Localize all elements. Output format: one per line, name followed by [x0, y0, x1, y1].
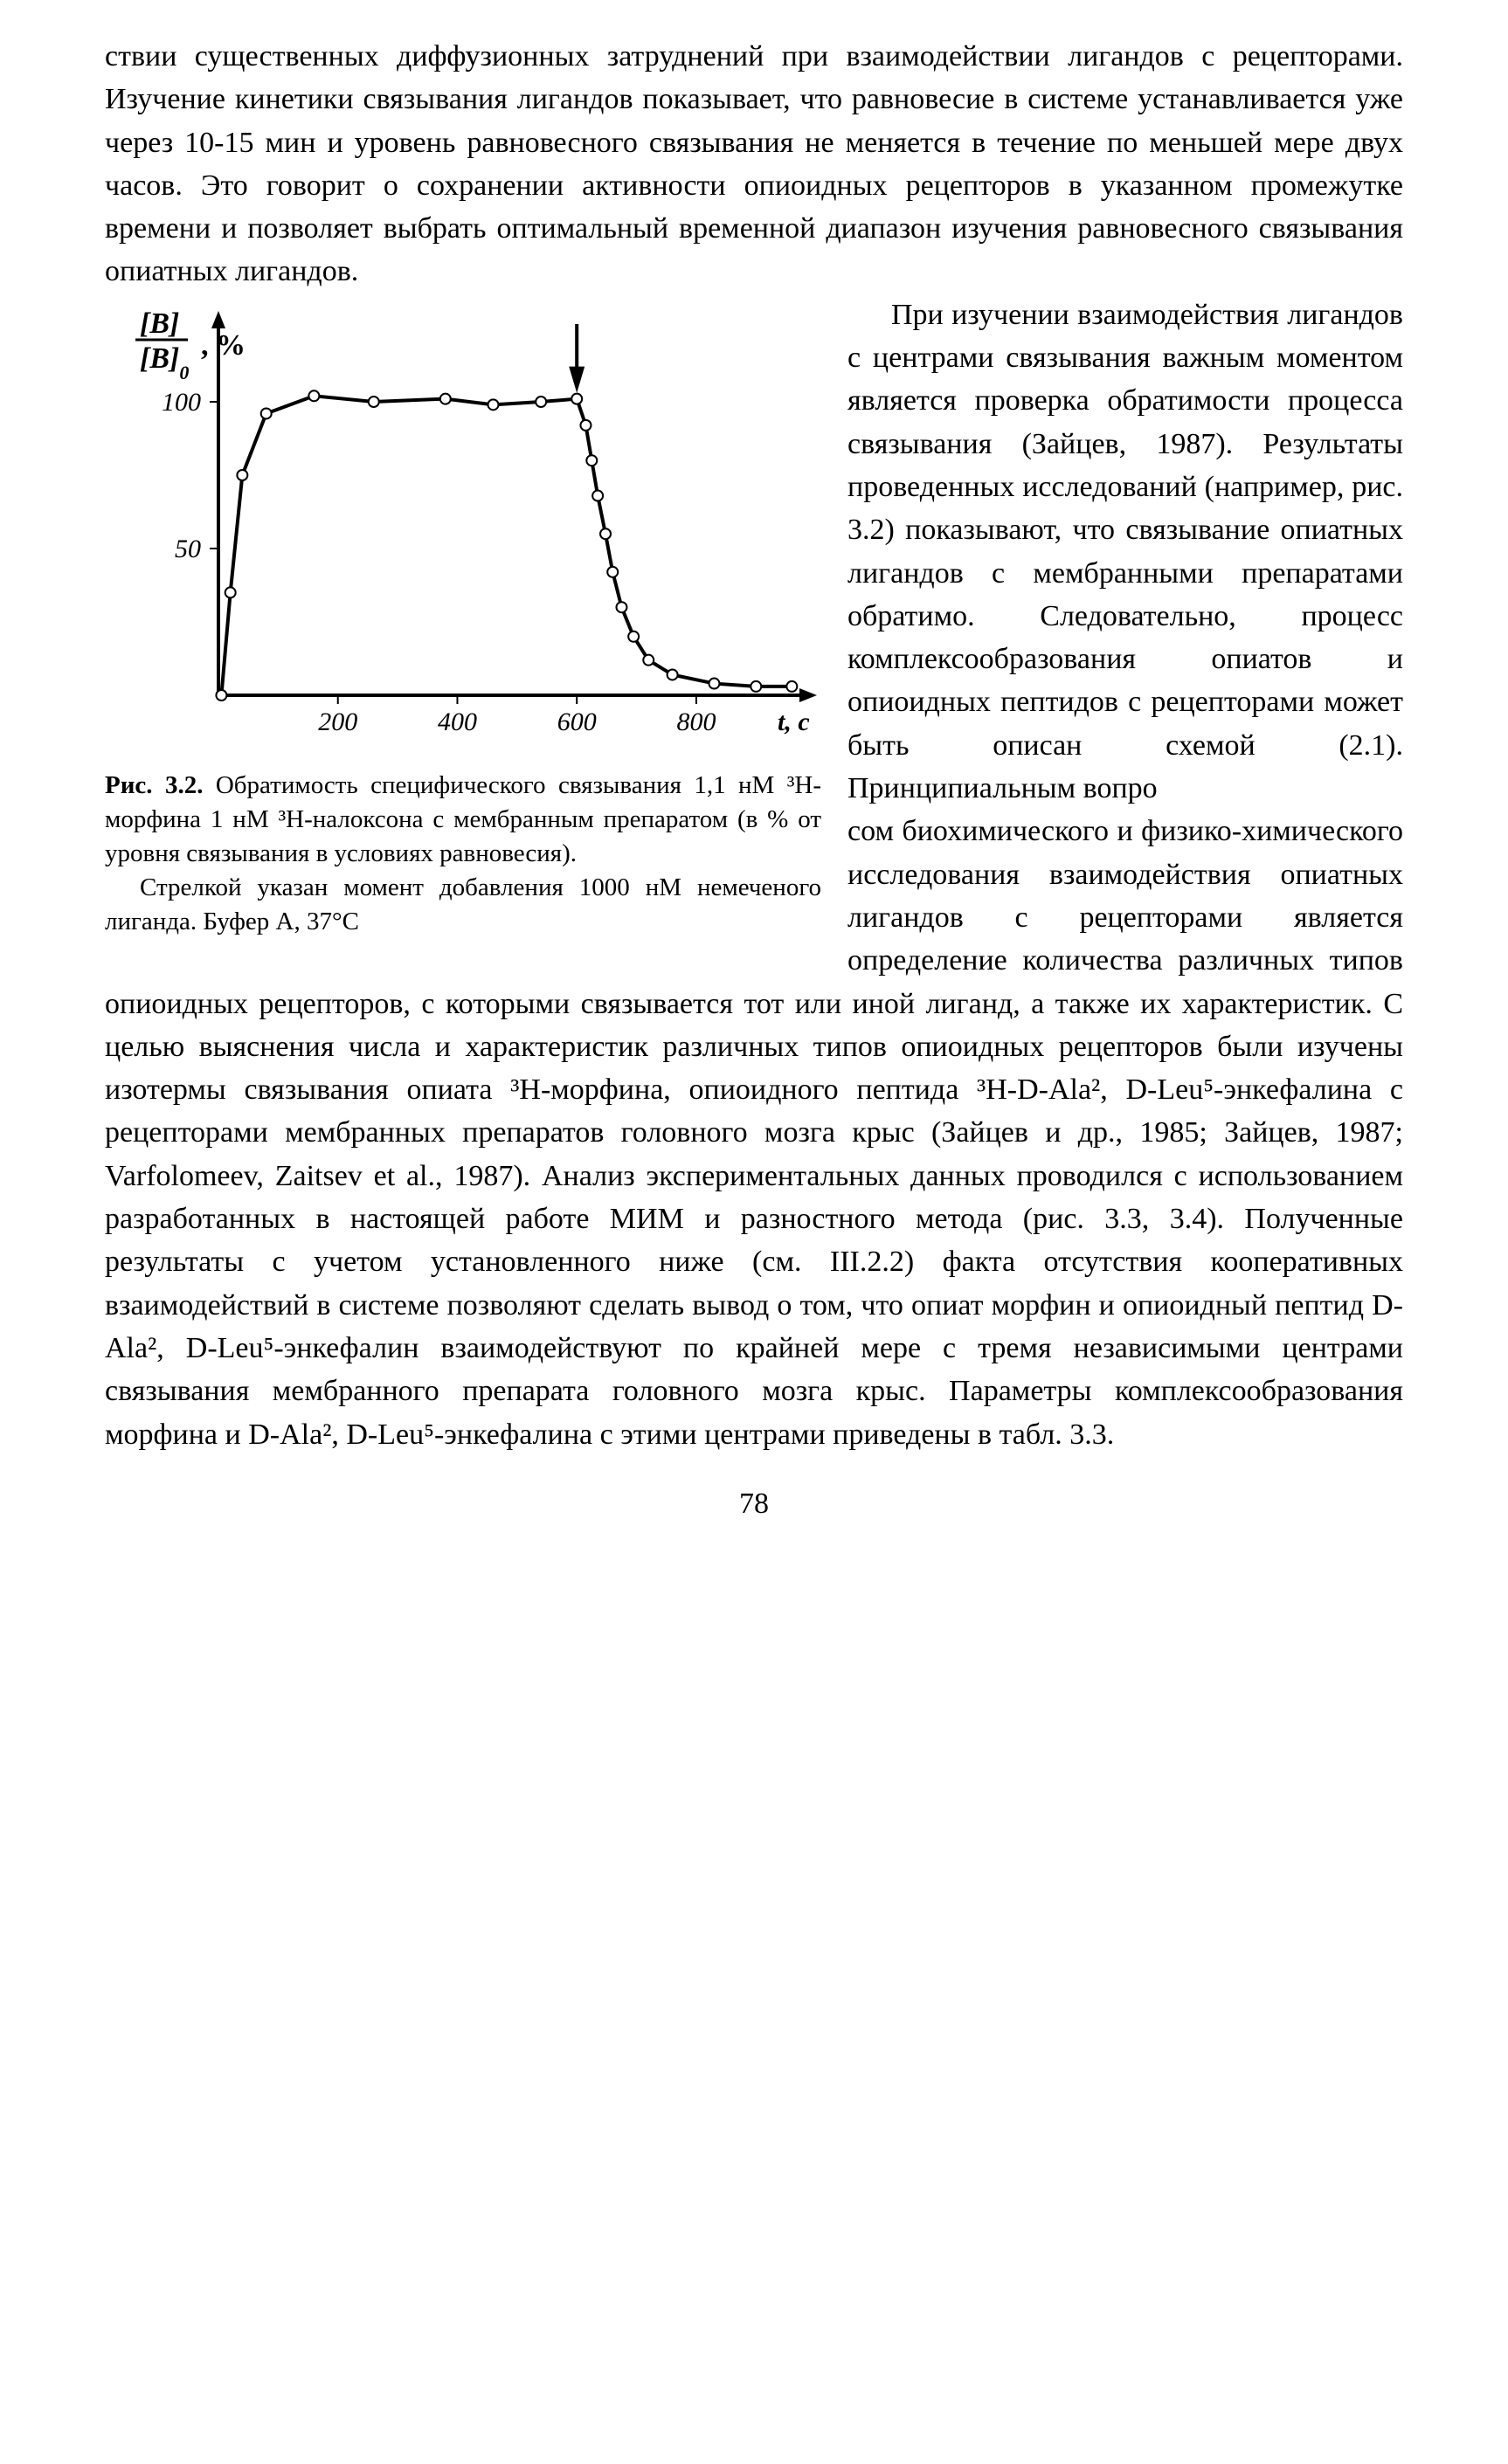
svg-text:200: 200 — [318, 707, 357, 736]
caption-body: Обратимость специфического связывания 1,… — [105, 771, 821, 867]
svg-text:600: 600 — [557, 707, 597, 736]
paragraph-1: ствии существенных диффузионных затрудне… — [105, 35, 1403, 293]
figure-3-2: 200 400 600 800 50 100 [B][B]0 , % t, c Рис. 3.2… — [105, 302, 821, 940]
svg-text:50: 50 — [175, 535, 201, 563]
page: ствии существенных диффузионных затрудне… — [0, 0, 1508, 1577]
svg-text:100: 100 — [162, 388, 201, 417]
svg-text:800: 800 — [676, 707, 716, 736]
svg-text:[B]0: [B]0 — [140, 342, 189, 383]
page-number: 78 — [105, 1482, 1403, 1525]
svg-text:400: 400 — [438, 707, 477, 736]
chart-svg: 200 400 600 800 50 100 [B][B]0 , % t, c — [105, 302, 821, 756]
svg-text:, %: , % — [201, 329, 246, 362]
svg-text:[B]: [B] — [140, 307, 179, 340]
svg-text:t, c: t, c — [778, 707, 810, 736]
caption-label: Рис. 3.2. — [105, 771, 203, 799]
figure-caption: Рис. 3.2. Обратимость специфического свя… — [105, 769, 821, 940]
caption-line-2: Стрелкой указан момент добавления 1000 н… — [105, 871, 821, 939]
